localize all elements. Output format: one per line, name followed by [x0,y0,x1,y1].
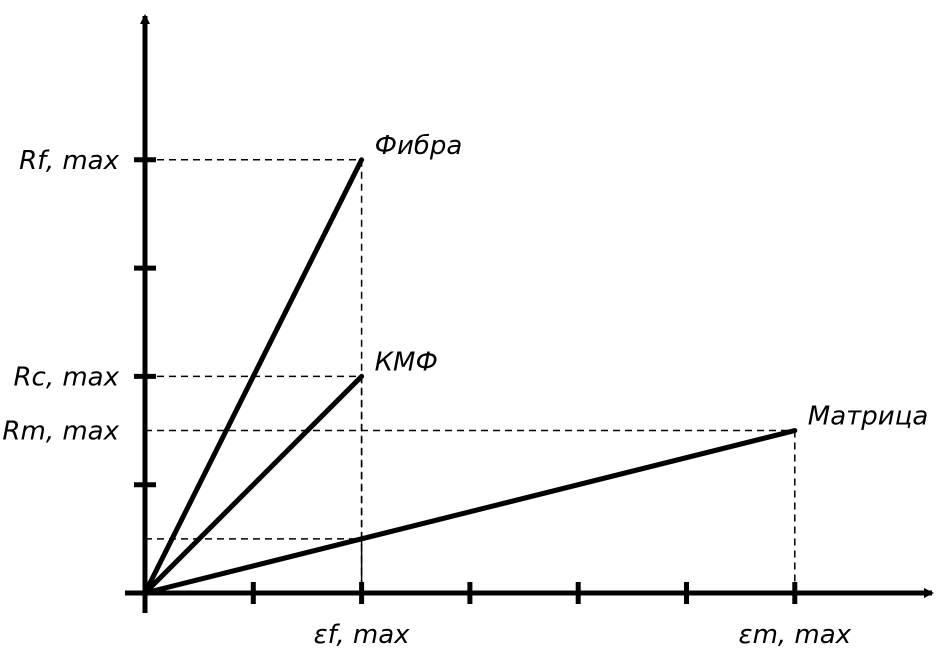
series-layer [142,157,798,596]
series-label: Фибра [375,131,463,161]
labels-layer: Фибра КМФ Матрица Rf, max Rc, max Rm, max εf, … [2,131,928,649]
series-label: КМФ [375,347,438,377]
axes-layer [125,14,934,613]
guide-lines-layer [145,159,796,593]
x-tick-label: εm, max [739,620,852,649]
series-line [142,373,365,596]
y-tick-label: Rf, max [19,146,120,176]
series-line [142,428,798,596]
y-tick-label: Rc, max [13,362,119,392]
series-line [142,157,365,596]
x-tick-label: εf, max [314,620,411,649]
series-label: Матрица [808,402,929,432]
y-tick-label: Rm, max [2,417,119,447]
